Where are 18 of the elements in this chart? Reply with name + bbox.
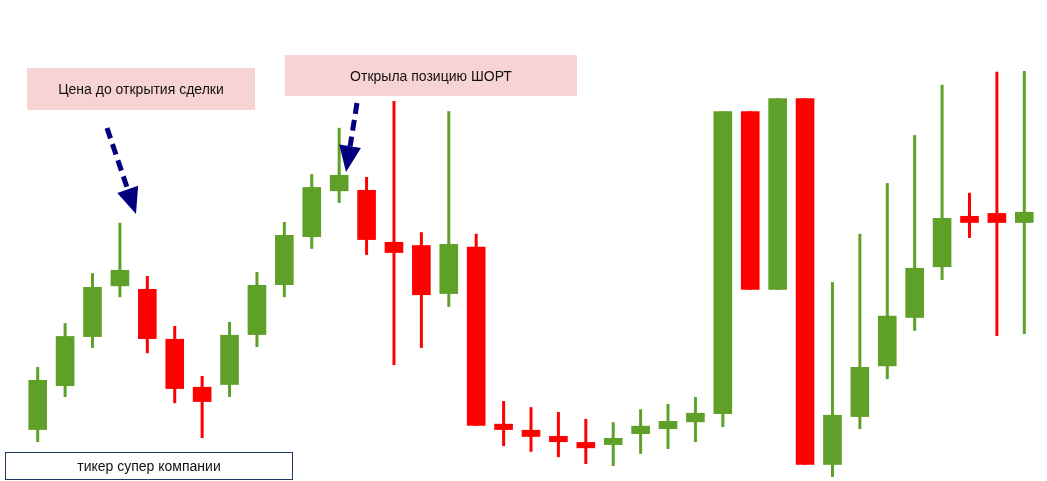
candlestick — [603, 422, 623, 468]
candlestick — [960, 191, 979, 238]
candlestick — [110, 221, 130, 299]
callout-box: Цена до открытия сделки — [27, 68, 255, 110]
candlestick — [658, 402, 678, 449]
candlestick — [987, 70, 1007, 337]
candlestick — [631, 409, 650, 454]
callout-box: тикер супер компании — [5, 452, 293, 480]
callout-box: Открыла позицию ШОРТ — [285, 55, 577, 96]
candlestick — [494, 401, 513, 448]
candlestick — [521, 407, 541, 452]
candlestick — [329, 126, 349, 203]
candlestick — [576, 417, 596, 465]
candlestick — [1014, 71, 1034, 335]
candlestick — [549, 412, 568, 459]
candlestick — [686, 397, 705, 444]
candlestick — [384, 101, 404, 365]
candlestick — [192, 374, 212, 439]
